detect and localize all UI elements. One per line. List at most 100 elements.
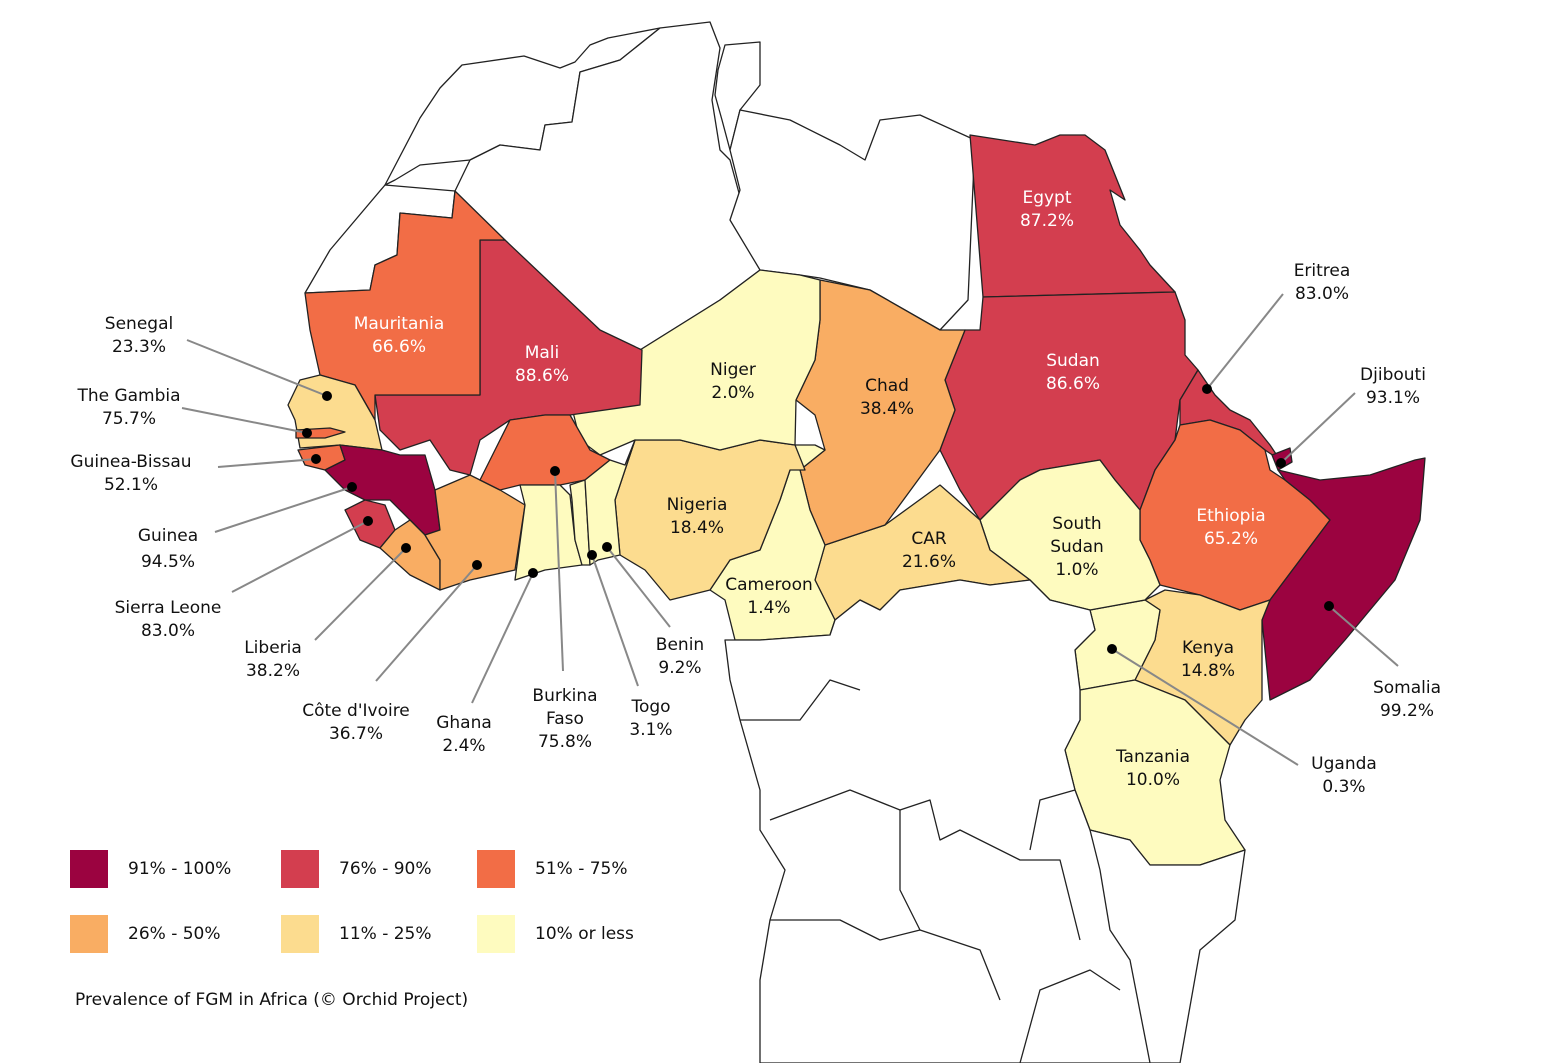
country-value: 14.8%: [1180, 661, 1236, 681]
country-name: Mauritania: [353, 314, 445, 334]
country-name: Niger: [710, 360, 756, 380]
country-value: 86.6%: [1045, 374, 1101, 394]
libya: [729, 109, 976, 331]
country-name: Liberia: [244, 638, 302, 658]
label-cameroon: Cameroon 1.4%: [725, 574, 813, 620]
country-value: 36.7%: [328, 724, 384, 744]
country-name: Djibouti: [1360, 365, 1426, 385]
country-name: Benin: [655, 635, 705, 655]
legend-label: 76% - 90%: [339, 859, 432, 879]
label-senegal: Senegal 23.3%: [105, 313, 173, 359]
country-name: Somalia: [1372, 678, 1442, 698]
country-value: 75.7%: [101, 409, 157, 429]
country-value: 3.1%: [629, 720, 673, 740]
label-guinea-bissau: Guinea-Bissau 52.1%: [70, 451, 191, 497]
country-value: 1.0%: [1055, 560, 1099, 580]
country-value: 65.2%: [1203, 529, 1258, 549]
label-south-sudan: South Sudan 1.0%: [1050, 513, 1104, 582]
legend-item: 51% - 75%: [477, 850, 628, 888]
legend-swatch: [70, 915, 108, 953]
country-name: Côte d'Ivoire: [302, 701, 410, 721]
label-djibouti: Djibouti 93.1%: [1360, 364, 1426, 410]
legend-label: 51% - 75%: [535, 859, 628, 879]
country-value: 1.4%: [747, 598, 791, 618]
country-name: Ghana: [436, 713, 492, 733]
label-benin: Benin 9.2%: [656, 634, 704, 680]
map-caption: Prevalence of FGM in Africa (© Orchid Pr…: [75, 990, 469, 1010]
country-value: 9.2%: [658, 658, 702, 678]
legend-swatch: [477, 850, 515, 888]
label-ghana: Ghana 2.4%: [436, 712, 492, 758]
country-value: 88.6%: [514, 366, 570, 386]
country-value: 0.3%: [1322, 777, 1366, 797]
label-car: CAR 21.6%: [902, 528, 956, 574]
label-mali: Mali 88.6%: [515, 342, 569, 388]
country-value: 99.2%: [1379, 701, 1435, 721]
label-tanzania: Tanzania 10.0%: [1116, 746, 1190, 792]
label-mauritania: Mauritania 66.6%: [354, 313, 445, 359]
legend-item: 11% - 25%: [281, 915, 432, 953]
legend-swatch: [281, 850, 319, 888]
label-nigeria: Nigeria 18.4%: [667, 494, 728, 540]
country-value: 52.1%: [103, 475, 158, 495]
label-somalia: Somalia 99.2%: [1373, 677, 1441, 723]
country-name: Chad: [865, 376, 909, 396]
legend-item: 91% - 100%: [70, 850, 231, 888]
label-cote-divoire: Côte d'Ivoire 36.7%: [302, 700, 410, 746]
country-value: 23.3%: [111, 337, 167, 357]
label-burkina-faso: Burkina Faso 75.8%: [532, 685, 597, 754]
country-value: 38.2%: [245, 661, 301, 681]
legend-label: 10% or less: [535, 924, 634, 944]
country-value: 94.5%: [140, 552, 196, 572]
label-eritrea: Eritrea 83.0%: [1294, 260, 1351, 306]
label-ethiopia: Ethiopia 65.2%: [1196, 505, 1265, 551]
cote-divoire: [424, 474, 526, 591]
country-value: 10.0%: [1125, 770, 1180, 790]
country-name: Cameroon: [725, 575, 813, 595]
country-value: 93.1%: [1365, 388, 1420, 408]
country-value: 21.6%: [901, 552, 957, 572]
country-name: CAR: [911, 529, 947, 549]
country-name: Tanzania: [1115, 747, 1191, 767]
country-name: Kenya: [1181, 638, 1235, 658]
label-gambia: The Gambia 75.7%: [77, 385, 180, 431]
country-name: South: [1052, 514, 1102, 534]
legend-label: 11% - 25%: [339, 924, 432, 944]
niger: [569, 269, 821, 456]
legend-swatch: [70, 850, 108, 888]
country-name: Egypt: [1022, 188, 1072, 208]
label-guinea: Guinea 94.5%: [138, 523, 198, 575]
country-value: 75.8%: [537, 732, 592, 752]
country-name: Mali: [524, 343, 560, 363]
country-name: Burkina: [532, 686, 598, 706]
label-sudan: Sudan 86.6%: [1046, 350, 1100, 396]
country-name: Senegal: [104, 314, 174, 334]
legend-label: 26% - 50%: [128, 924, 221, 944]
country-name: Uganda: [1311, 754, 1377, 774]
country-value: 2.4%: [442, 736, 486, 756]
legend-item: 26% - 50%: [70, 915, 221, 953]
label-kenya: Kenya 14.8%: [1181, 637, 1235, 683]
burkina-faso: [479, 414, 611, 491]
label-egypt: Egypt 87.2%: [1020, 187, 1074, 233]
legend-item: 76% - 90%: [281, 850, 432, 888]
label-sierra-leone: Sierra Leone 83.0%: [115, 597, 222, 643]
country-name: Guinea: [137, 526, 199, 546]
country-name: Sierra Leone: [114, 598, 222, 618]
somalia: [1261, 457, 1426, 701]
country-value: 18.4%: [669, 518, 725, 538]
country-value: 38.4%: [859, 399, 915, 419]
label-niger: Niger 2.0%: [710, 359, 756, 405]
country-value: 83.0%: [140, 621, 195, 641]
country-value: 2.0%: [711, 383, 755, 403]
country-name: Togo: [631, 697, 671, 717]
country-value: 87.2%: [1019, 211, 1075, 231]
country-name: Guinea-Bissau: [70, 452, 192, 472]
country-name: Sudan: [1050, 537, 1104, 557]
country-name: Eritrea: [1293, 261, 1351, 281]
label-chad: Chad 38.4%: [860, 375, 914, 421]
country-name: Ethiopia: [1196, 506, 1266, 526]
legend-label: 91% - 100%: [128, 859, 232, 879]
mali: [374, 239, 643, 476]
